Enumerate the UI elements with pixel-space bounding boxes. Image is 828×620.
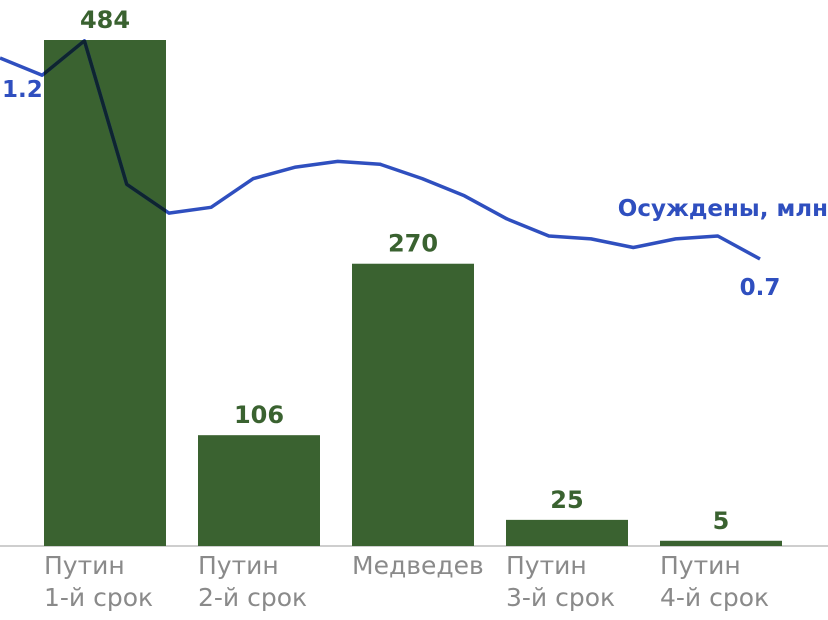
bar-1 <box>44 40 166 546</box>
category-label-1-line2: 1-й срок <box>44 583 153 612</box>
bar-value-label-3: 270 <box>388 230 438 258</box>
line-start-label: 1.2 <box>2 77 43 103</box>
bar-value-label-4: 25 <box>550 486 583 514</box>
category-label-2-line1: Путин <box>198 551 279 580</box>
line-end-label: 0.7 <box>740 275 781 301</box>
bar-3 <box>352 263 474 546</box>
bar-2 <box>198 435 320 546</box>
bar-value-label-5: 5 <box>713 507 730 535</box>
category-label-5-line1: Путин <box>660 551 741 580</box>
category-label-4-line1: Путин <box>506 551 587 580</box>
bar-value-label-1: 484 <box>80 6 130 34</box>
bar-4 <box>506 519 628 546</box>
category-label-2-line2: 2-й срок <box>198 583 307 612</box>
category-label-3-line1: Медведев <box>352 551 484 580</box>
line-series-name: Осуждены, млн <box>618 196 828 222</box>
category-label-5-line2: 4-й срок <box>660 583 769 612</box>
line-series-overlap <box>44 40 166 214</box>
bar-5 <box>660 540 782 546</box>
bar-value-label-2: 106 <box>234 401 284 429</box>
category-label-1-line1: Путин <box>44 551 125 580</box>
category-label-4-line2: 3-й срок <box>506 583 615 612</box>
